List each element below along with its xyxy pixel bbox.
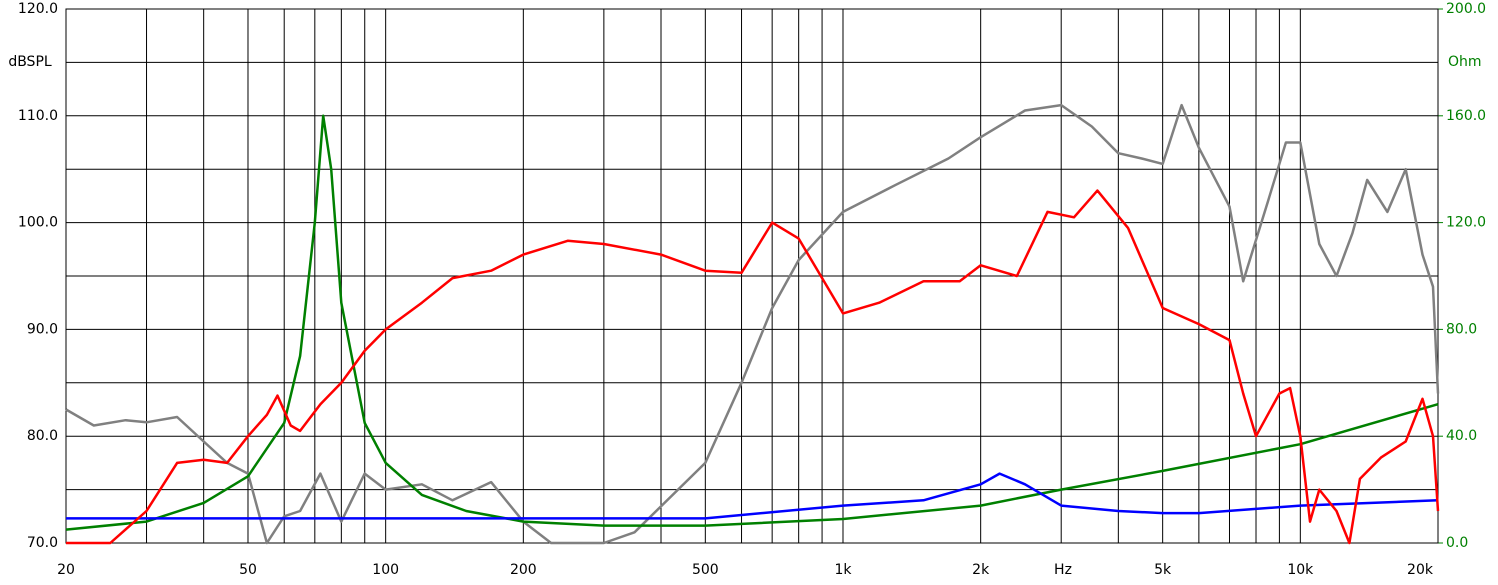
y2-tick-label: 0.0	[1446, 535, 1468, 551]
y2-tick-label: 40.0	[1446, 428, 1477, 444]
x-axis-label: Hz	[1054, 562, 1072, 578]
y-tick-label: 70.0	[27, 535, 58, 551]
x-tick-label: 1k	[834, 562, 852, 578]
y2-tick-label: 160.0	[1446, 108, 1486, 124]
x-tick-label: 200	[510, 562, 537, 578]
x-tick-label: 2k	[972, 562, 990, 578]
y2-tick-label: 200.0	[1446, 1, 1486, 17]
x-tick-label: 50	[239, 562, 257, 578]
x-tick-label: 20k	[1407, 562, 1434, 578]
y2-axis-label: Ohm	[1448, 54, 1482, 70]
series-line	[65, 103, 1440, 545]
x-tick-label: 10k	[1287, 562, 1314, 578]
y2-tick-label: 80.0	[1446, 321, 1477, 337]
y2-tick-label: 120.0	[1446, 215, 1486, 231]
series-line	[66, 189, 1440, 545]
y-tick-label: 80.0	[27, 428, 58, 444]
x-tick-label: 500	[692, 562, 719, 578]
y-tick-label: 110.0	[18, 108, 58, 124]
x-tick-label: 5k	[1154, 562, 1172, 578]
series-line	[66, 472, 1439, 520]
y-tick-label: 120.0	[18, 1, 58, 17]
x-tick-label: 100	[372, 562, 399, 578]
y-tick-label: 100.0	[18, 215, 58, 231]
plot-frame	[65, 8, 1439, 544]
y-axis-label: dBSPL	[8, 54, 52, 70]
x-tick-label: 20	[57, 562, 75, 578]
series-line	[65, 114, 1439, 531]
y-tick-label: 90.0	[27, 321, 58, 337]
